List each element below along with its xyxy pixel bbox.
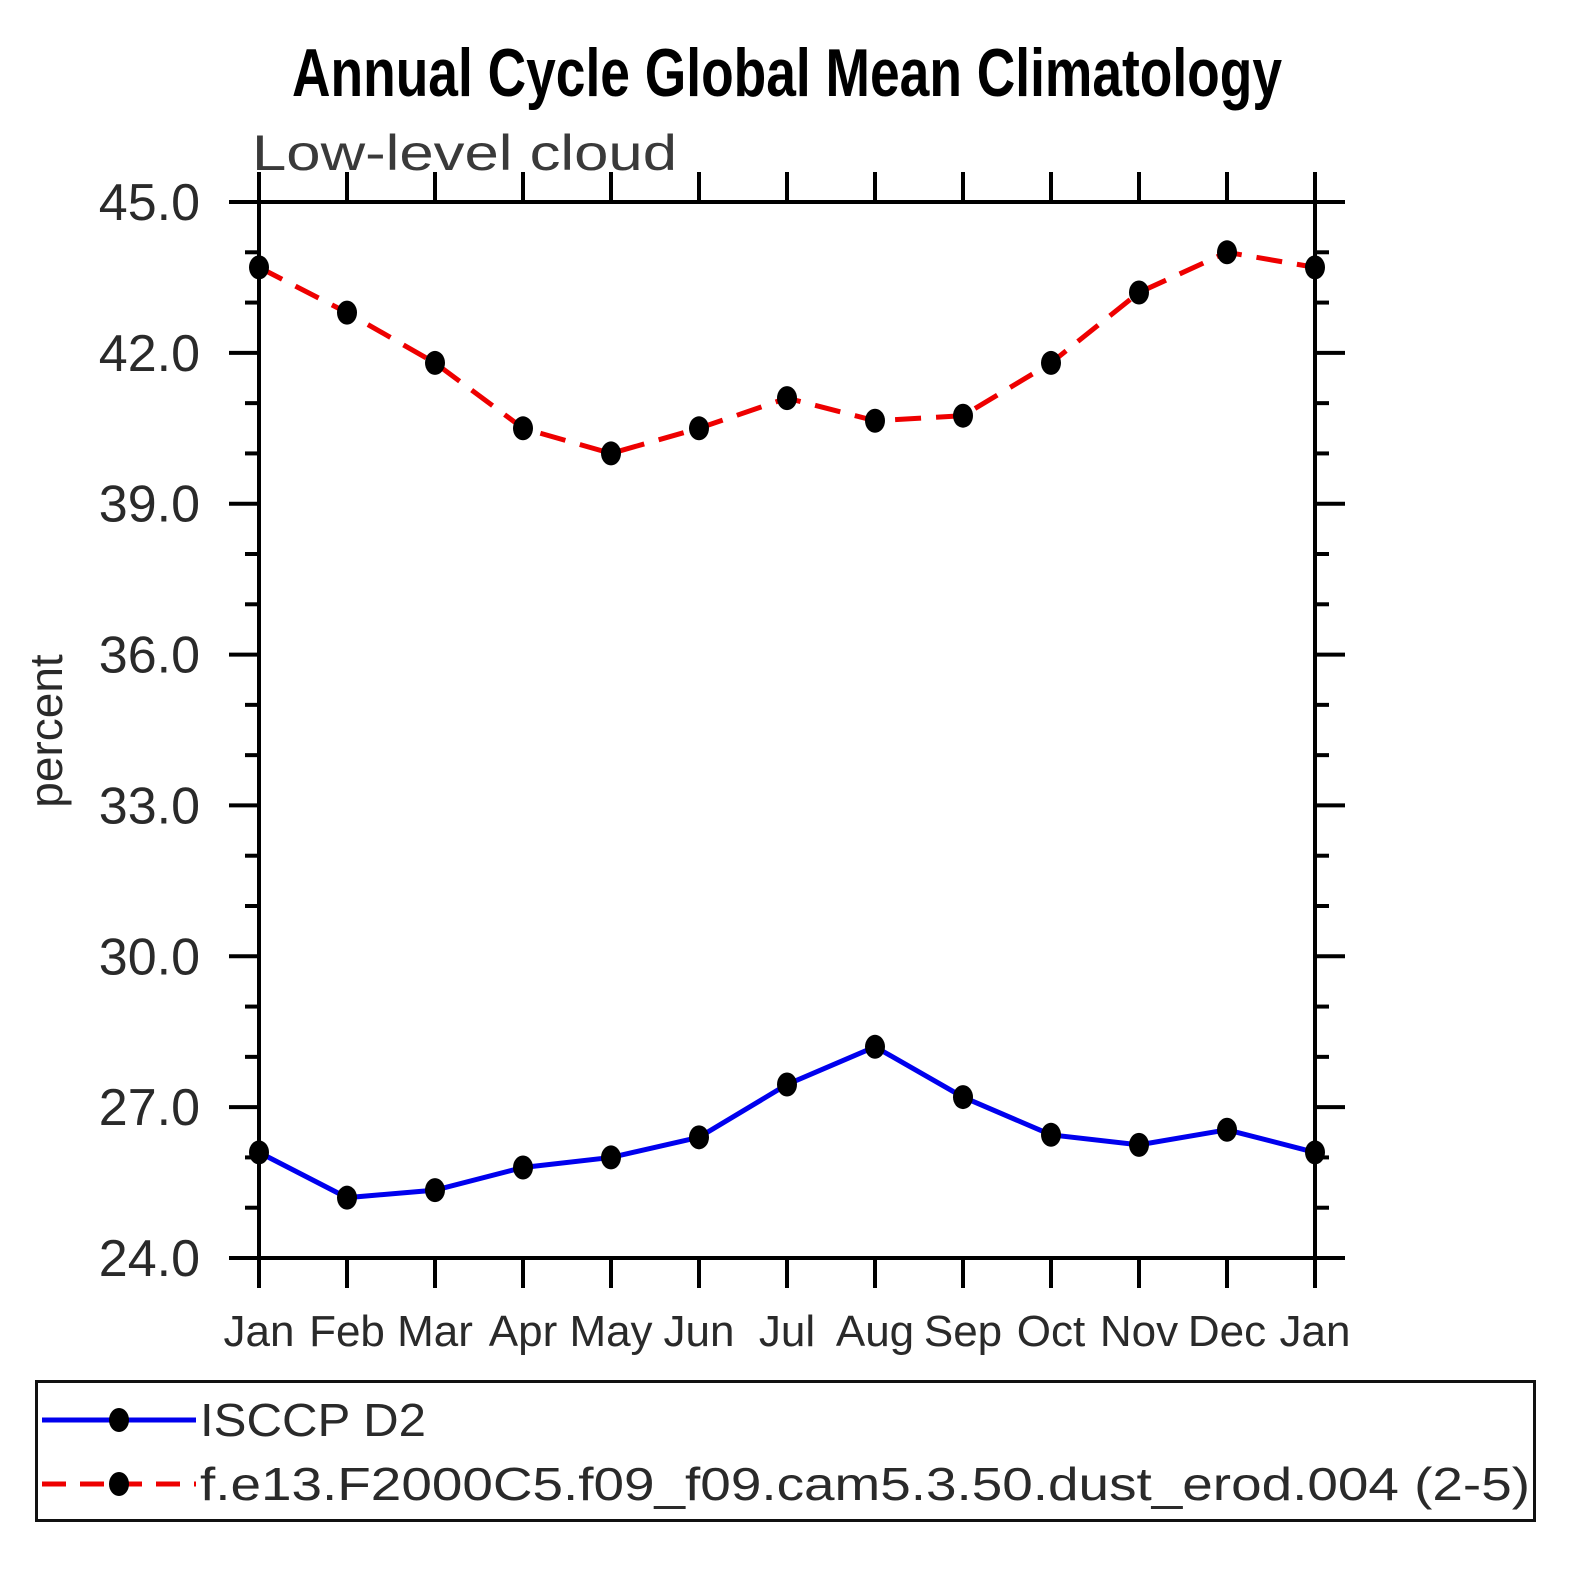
axes-layer <box>229 172 1345 1288</box>
x-tick-label: Mar <box>397 1307 473 1356</box>
x-tick-label: Aug <box>836 1307 914 1356</box>
data-point-marker <box>249 255 269 280</box>
x-tick-label: Jul <box>759 1307 815 1356</box>
y-tick-label: 27.0 <box>99 1079 200 1137</box>
x-tick-label: Jun <box>664 1307 735 1356</box>
data-point-marker <box>337 300 357 325</box>
series-model <box>249 240 1325 466</box>
x-tick-label: May <box>569 1307 652 1356</box>
legend-entry-label: f.e13.F2000C5.f09_f09.cam5.3.50.dust_ero… <box>200 1458 1530 1510</box>
data-point-marker <box>249 1140 269 1165</box>
y-tick-label: 33.0 <box>99 777 200 835</box>
data-point-marker <box>601 1145 621 1170</box>
legend: ISCCP D2 f.e13.F2000C5.f09_f09.cam5.3.50.… <box>35 1380 1536 1522</box>
x-tick-label: Feb <box>309 1307 385 1356</box>
series-observation <box>249 1034 1325 1210</box>
data-point-marker <box>425 350 445 375</box>
y-tick-label: 24.0 <box>99 1230 200 1288</box>
data-point-marker <box>1041 350 1061 375</box>
data-point-marker <box>953 1085 973 1110</box>
series-line <box>257 1044 1316 1201</box>
data-series-layer <box>249 240 1325 1210</box>
x-tick-label: Nov <box>1100 1307 1178 1356</box>
data-point-marker <box>337 1185 357 1210</box>
y-tick-label: 45.0 <box>99 174 200 232</box>
tick-labels-layer: Jan Feb Mar Apr May Jun Jul Aug Sep Oct Nov Dec Jan 2… <box>99 174 1351 1356</box>
y-tick-label: 42.0 <box>99 325 200 383</box>
x-tick-label: Sep <box>924 1307 1002 1356</box>
data-point-marker <box>865 1034 885 1059</box>
data-point-marker <box>777 1072 797 1097</box>
data-point-marker <box>865 408 885 433</box>
data-point-marker <box>513 1155 533 1180</box>
data-point-marker <box>689 1125 709 1150</box>
data-point-marker <box>1129 280 1149 305</box>
y-tick-label: 36.0 <box>99 627 200 685</box>
chart-subtitle: Low-level cloud <box>252 125 677 181</box>
data-point-marker <box>425 1178 445 1203</box>
legend-marker <box>109 1472 129 1496</box>
data-point-marker <box>1217 1117 1237 1142</box>
x-tick-label: Oct <box>1017 1307 1085 1356</box>
data-point-marker <box>953 403 973 428</box>
x-tick-label: Jan <box>1280 1307 1351 1356</box>
y-axis-title: percent <box>20 654 72 808</box>
chart-title: Annual Cycle Global Mean Climatology <box>292 35 1282 111</box>
data-point-marker <box>1041 1122 1061 1147</box>
data-point-marker <box>1305 1140 1325 1165</box>
x-tick-label: Jan <box>224 1307 295 1356</box>
y-tick-label: 30.0 <box>99 928 200 986</box>
y-tick-label: 39.0 <box>99 476 200 534</box>
series-line <box>257 249 1316 457</box>
x-tick-label: Apr <box>489 1307 557 1356</box>
plot-box <box>257 200 1317 1260</box>
data-point-marker <box>689 416 709 441</box>
data-point-marker <box>601 441 621 466</box>
data-point-marker <box>1305 255 1325 280</box>
legend-entry-label: ISCCP D2 <box>200 1394 426 1446</box>
data-point-marker <box>513 416 533 441</box>
x-tick-label: Dec <box>1188 1307 1266 1356</box>
data-point-marker <box>777 386 797 411</box>
legend-marker <box>109 1408 129 1432</box>
data-point-marker <box>1129 1132 1149 1157</box>
legend-box <box>35 1380 1536 1522</box>
data-point-marker <box>1217 240 1237 265</box>
